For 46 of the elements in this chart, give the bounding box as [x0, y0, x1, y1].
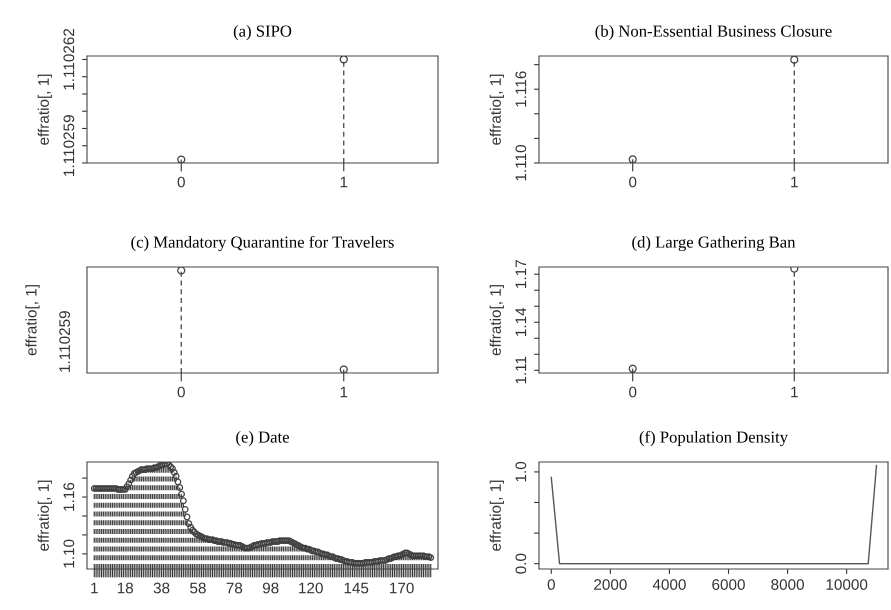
y-axis-title: effratio[, 1] [490, 285, 504, 356]
y-tick-label: 1.14 [516, 308, 526, 336]
y-tick-label: 1.116 [515, 71, 526, 107]
y-axis-title: effratio[, 1] [38, 74, 52, 145]
x-tick-label: 0 [629, 176, 636, 188]
x-tick-label: 58 [190, 582, 206, 594]
y-tick-label: 1.16 [63, 482, 74, 511]
chart-title: (f) Population Density [640, 430, 788, 446]
x-tick-label: 10000 [826, 579, 868, 590]
x-tick-label: 1 [340, 386, 348, 398]
y-tick-label: 1.11 [516, 356, 526, 384]
x-tick-label: 78 [226, 582, 242, 594]
x-tick-label: 0 [548, 579, 555, 590]
x-tick-label: 120 [299, 582, 323, 594]
x-tick-label: 38 [154, 582, 170, 594]
x-tick-label: 2000 [594, 579, 627, 590]
y-axis-title: effratio[, 1] [490, 74, 504, 145]
x-tick-label: 4000 [652, 579, 686, 590]
y-tick-label: 1.110259 [63, 115, 74, 176]
x-tick-label: 1 [791, 176, 798, 188]
y-tick-label: 0.0 [515, 554, 526, 574]
x-tick-label: 170 [390, 582, 414, 594]
x-tick-label: 1 [791, 386, 798, 398]
x-tick-label: 18 [118, 582, 134, 594]
x-tick-label: 8000 [771, 579, 804, 590]
x-tick-label: 98 [262, 582, 279, 594]
y-tick-label: 1.0 [515, 462, 526, 482]
x-tick-label: 1 [340, 176, 348, 188]
x-tick-label: 145 [344, 582, 368, 594]
y-tick-label: 1.110 [515, 145, 526, 180]
chart-title: (d) Large Gathering Ban [632, 236, 796, 252]
x-tick-label: 0 [178, 176, 185, 188]
y-tick-label: 1.17 [516, 260, 526, 288]
y-axis-title: effratio[, 1] [38, 480, 52, 551]
y-tick-label: 1.10 [63, 540, 74, 568]
x-tick-label: 6000 [712, 579, 745, 590]
y-tick-label: 1.110262 [63, 28, 74, 90]
chart-title: (c) Mandatory Quarantine for Travelers [131, 236, 394, 252]
chart-title: (e) Date [236, 430, 289, 446]
x-tick-label: 0 [178, 386, 185, 398]
y-axis-title: effratio[, 1] [25, 285, 40, 356]
chart-title: (a) SIPO [234, 24, 292, 40]
x-tick-label: 0 [629, 386, 636, 398]
y-axis-title: effratio[, 1] [490, 480, 504, 551]
chart-title: (b) Non-Essential Business Closure [595, 24, 832, 40]
x-tick-label: 1 [91, 582, 98, 594]
